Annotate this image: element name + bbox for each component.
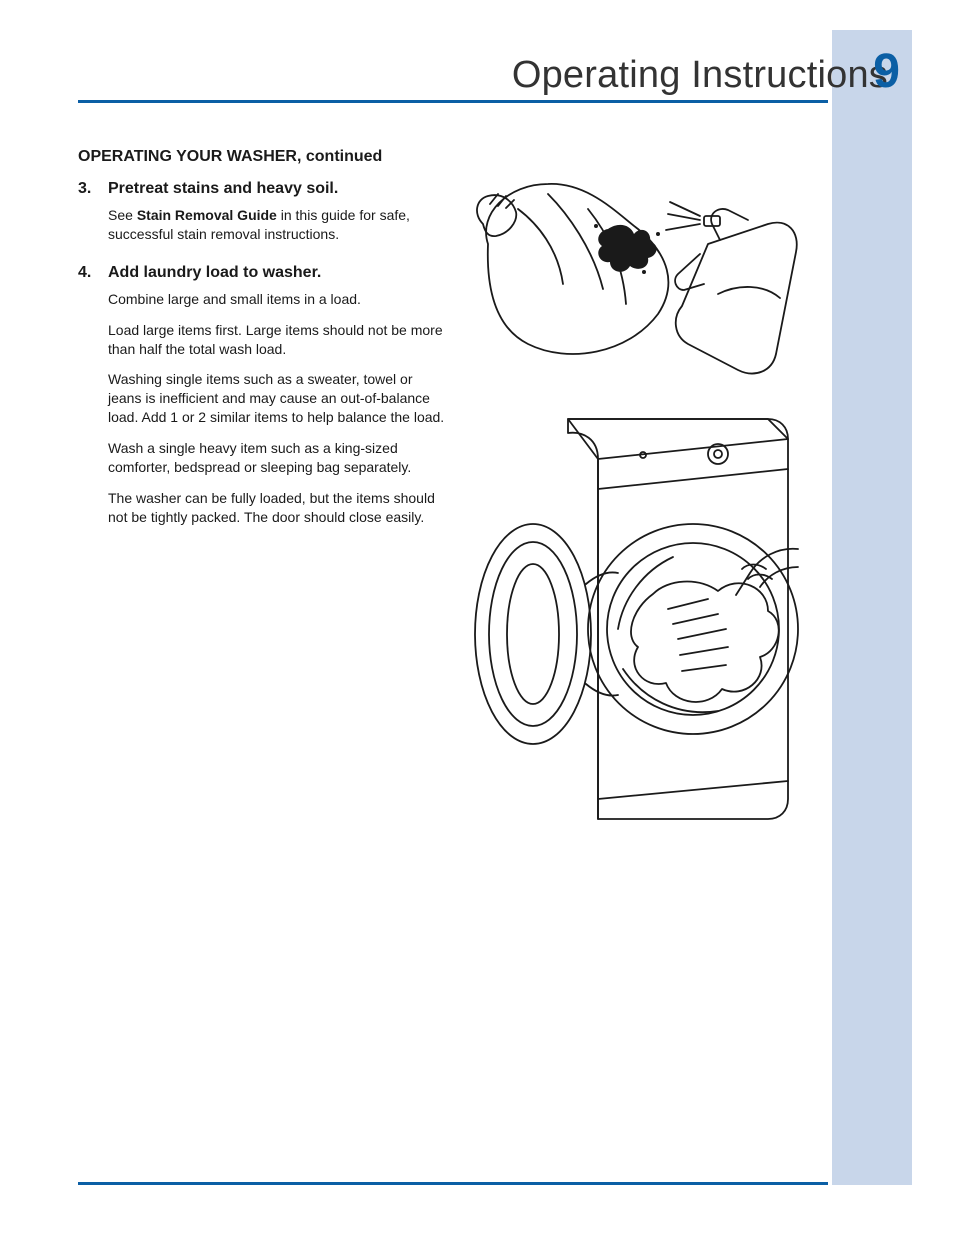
step-paragraph: Wash a single heavy item such as a king-…: [108, 439, 448, 477]
page-sidebar-stripe: [832, 30, 912, 1185]
step-paragraph: Combine large and small items in a load.: [108, 290, 448, 309]
section-heading: OPERATING YOUR WASHER, continued: [78, 148, 448, 166]
page-header: Operating Instructions: [78, 46, 912, 104]
step-3: 3. Pretreat stains and heavy soil. See S…: [78, 180, 448, 256]
pretreat-illustration: [468, 154, 808, 399]
step-title: Pretreat stains and heavy soil.: [108, 180, 448, 198]
rule-top: [78, 100, 828, 103]
content-area: OPERATING YOUR WASHER, continued 3. Pret…: [78, 148, 828, 834]
step-paragraph: See Stain Removal Guide in this guide fo…: [108, 206, 448, 244]
step-title: Add laundry load to washer.: [108, 264, 448, 282]
page-number: 9: [873, 44, 900, 99]
illustration-column: [468, 148, 828, 834]
washer-icon: [468, 399, 808, 829]
step-paragraph: Washing single items such as a sweater, …: [108, 370, 448, 427]
step-4: 4. Add laundry load to washer. Combine l…: [78, 264, 448, 539]
load-washer-illustration: [468, 399, 808, 834]
step-number: 4.: [78, 264, 108, 539]
spray-bottle-icon: [468, 154, 808, 394]
step-paragraph: Load large items first. Large items shou…: [108, 321, 448, 359]
step-body: Pretreat stains and heavy soil. See Stai…: [108, 180, 448, 256]
rule-bottom: [78, 1182, 828, 1185]
text-column: OPERATING YOUR WASHER, continued 3. Pret…: [78, 148, 468, 834]
step-body: Add laundry load to washer. Combine larg…: [108, 264, 448, 539]
step-paragraph: The washer can be fully loaded, but the …: [108, 489, 448, 527]
page-title: Operating Instructions: [512, 54, 888, 97]
step-number: 3.: [78, 180, 108, 256]
manual-page: 9 Operating Instructions OPERATING YOUR …: [0, 0, 954, 1235]
